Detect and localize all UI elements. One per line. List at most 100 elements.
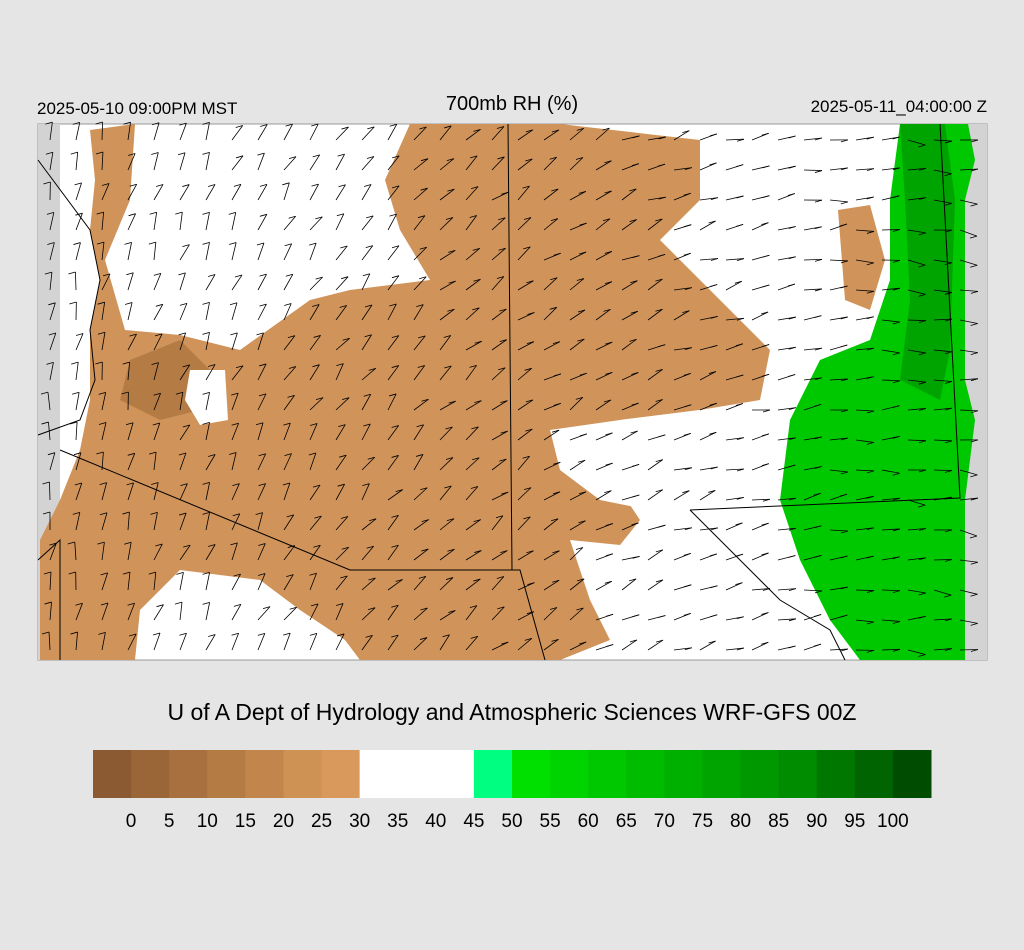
- wind-barb-flag: [442, 634, 450, 638]
- wind-barb-flag: [969, 235, 978, 239]
- wind-barb: [959, 378, 978, 381]
- wind-barb: [361, 607, 376, 621]
- wind-barb-flag: [129, 183, 137, 187]
- wind-barb: [439, 250, 456, 261]
- wind-barb-flag: [469, 215, 477, 218]
- wind-barb-flag: [550, 218, 559, 221]
- wind-barb: [179, 512, 187, 531]
- wind-barb-flag: [736, 616, 744, 620]
- wind-barb-flag: [814, 436, 822, 440]
- wind-barb: [517, 312, 535, 321]
- wind-barb-flag: [123, 121, 131, 125]
- wind-barb-flag: [788, 618, 797, 622]
- wind-barb: [647, 218, 663, 231]
- wind-barb: [413, 576, 427, 591]
- wind-barb: [725, 280, 742, 291]
- wind-barb: [517, 582, 535, 591]
- wind-barb-flag: [179, 122, 187, 126]
- wind-barb-flag: [395, 579, 403, 582]
- wind-barb-flag: [708, 220, 716, 224]
- wind-barb-flag: [446, 158, 455, 161]
- wind-barb-flag: [787, 193, 795, 196]
- border: [37, 159, 101, 436]
- wind-barb: [153, 482, 159, 501]
- wind-barb-flag: [840, 586, 848, 590]
- wind-barb-flag: [97, 301, 105, 305]
- wind-barb: [361, 304, 373, 321]
- wind-barb: [257, 273, 267, 291]
- wind-barb-flag: [970, 474, 978, 478]
- wind-barb-flag: [287, 335, 296, 339]
- wind-barb-flag: [840, 555, 848, 559]
- wind-barb-flag: [892, 436, 900, 439]
- wind-barb-flag: [100, 602, 109, 606]
- wind-barb: [49, 122, 53, 141]
- wind-barb-flag: [918, 557, 926, 561]
- wind-barb: [283, 216, 296, 231]
- wind-barb-flag: [363, 423, 371, 427]
- wind-barb-flag: [629, 338, 637, 342]
- wind-barb-flag: [762, 498, 771, 502]
- wind-barb: [907, 167, 926, 171]
- wind-barb: [881, 589, 901, 592]
- wind-barb-flag: [735, 223, 744, 227]
- wind-barb: [907, 289, 926, 295]
- wind-barb-flag: [658, 524, 666, 528]
- wind-barb-flag: [148, 571, 156, 575]
- wind-barb-flag: [178, 452, 187, 456]
- wind-barb-flag: [259, 363, 267, 367]
- wind-barb-flag: [68, 271, 76, 275]
- wind-barb-flag: [182, 364, 190, 368]
- wind-barb-flag: [658, 344, 666, 348]
- wind-barb: [855, 347, 874, 351]
- wind-barb-flag: [45, 151, 53, 155]
- wind-barb-flag: [788, 226, 796, 229]
- wind-barb: [491, 576, 505, 591]
- wind-barb-flag: [526, 611, 535, 615]
- wind-barb: [179, 602, 183, 621]
- wind-barb: [413, 276, 427, 291]
- wind-barb: [725, 317, 744, 321]
- wind-barb-flag: [682, 130, 690, 133]
- wind-barb-flag: [235, 155, 244, 159]
- wind-barb: [647, 459, 663, 471]
- wind-barb: [881, 287, 900, 291]
- wind-barb-flag: [788, 555, 796, 558]
- wind-barb-flag: [866, 231, 875, 234]
- wind-barb: [153, 333, 163, 351]
- wind-barb: [387, 455, 399, 471]
- wind-barb-flag: [99, 482, 107, 485]
- wind-barb: [257, 543, 266, 561]
- wind-barb-flag: [944, 318, 953, 322]
- wind-barb: [387, 515, 399, 531]
- wind-barb: [465, 340, 482, 351]
- wind-barb: [387, 425, 399, 441]
- map-title: 700mb RH (%): [446, 93, 578, 115]
- wind-barb: [127, 453, 136, 471]
- wind-barb-flag: [228, 212, 236, 215]
- wind-barb-flag: [709, 431, 717, 435]
- wind-barb: [959, 529, 978, 537]
- wind-barb: [439, 335, 452, 351]
- wind-barb: [543, 491, 561, 501]
- wind-barb: [647, 549, 664, 561]
- wind-barb-flag: [310, 423, 318, 426]
- wind-barb-flag: [866, 410, 875, 414]
- wind-barb-flag: [788, 527, 797, 531]
- wind-barb: [829, 469, 848, 473]
- wind-barb: [465, 215, 477, 231]
- wind-barb-flag: [182, 244, 190, 248]
- colorbar-label: 70: [654, 811, 675, 832]
- wind-barb-flag: [684, 167, 692, 170]
- wind-barb-flag: [202, 481, 210, 485]
- wind-barb-flag: [839, 493, 848, 497]
- wind-barb: [751, 588, 770, 591]
- wind-barb-flag: [124, 241, 132, 245]
- wind-barb: [465, 365, 477, 381]
- wind-barb-flag: [149, 211, 157, 215]
- wind-barb: [647, 489, 663, 501]
- wind-barb-flag: [970, 323, 978, 326]
- wind-barb: [491, 515, 504, 531]
- wind-barb-flag: [840, 139, 849, 143]
- wind-barb-flag: [577, 309, 586, 313]
